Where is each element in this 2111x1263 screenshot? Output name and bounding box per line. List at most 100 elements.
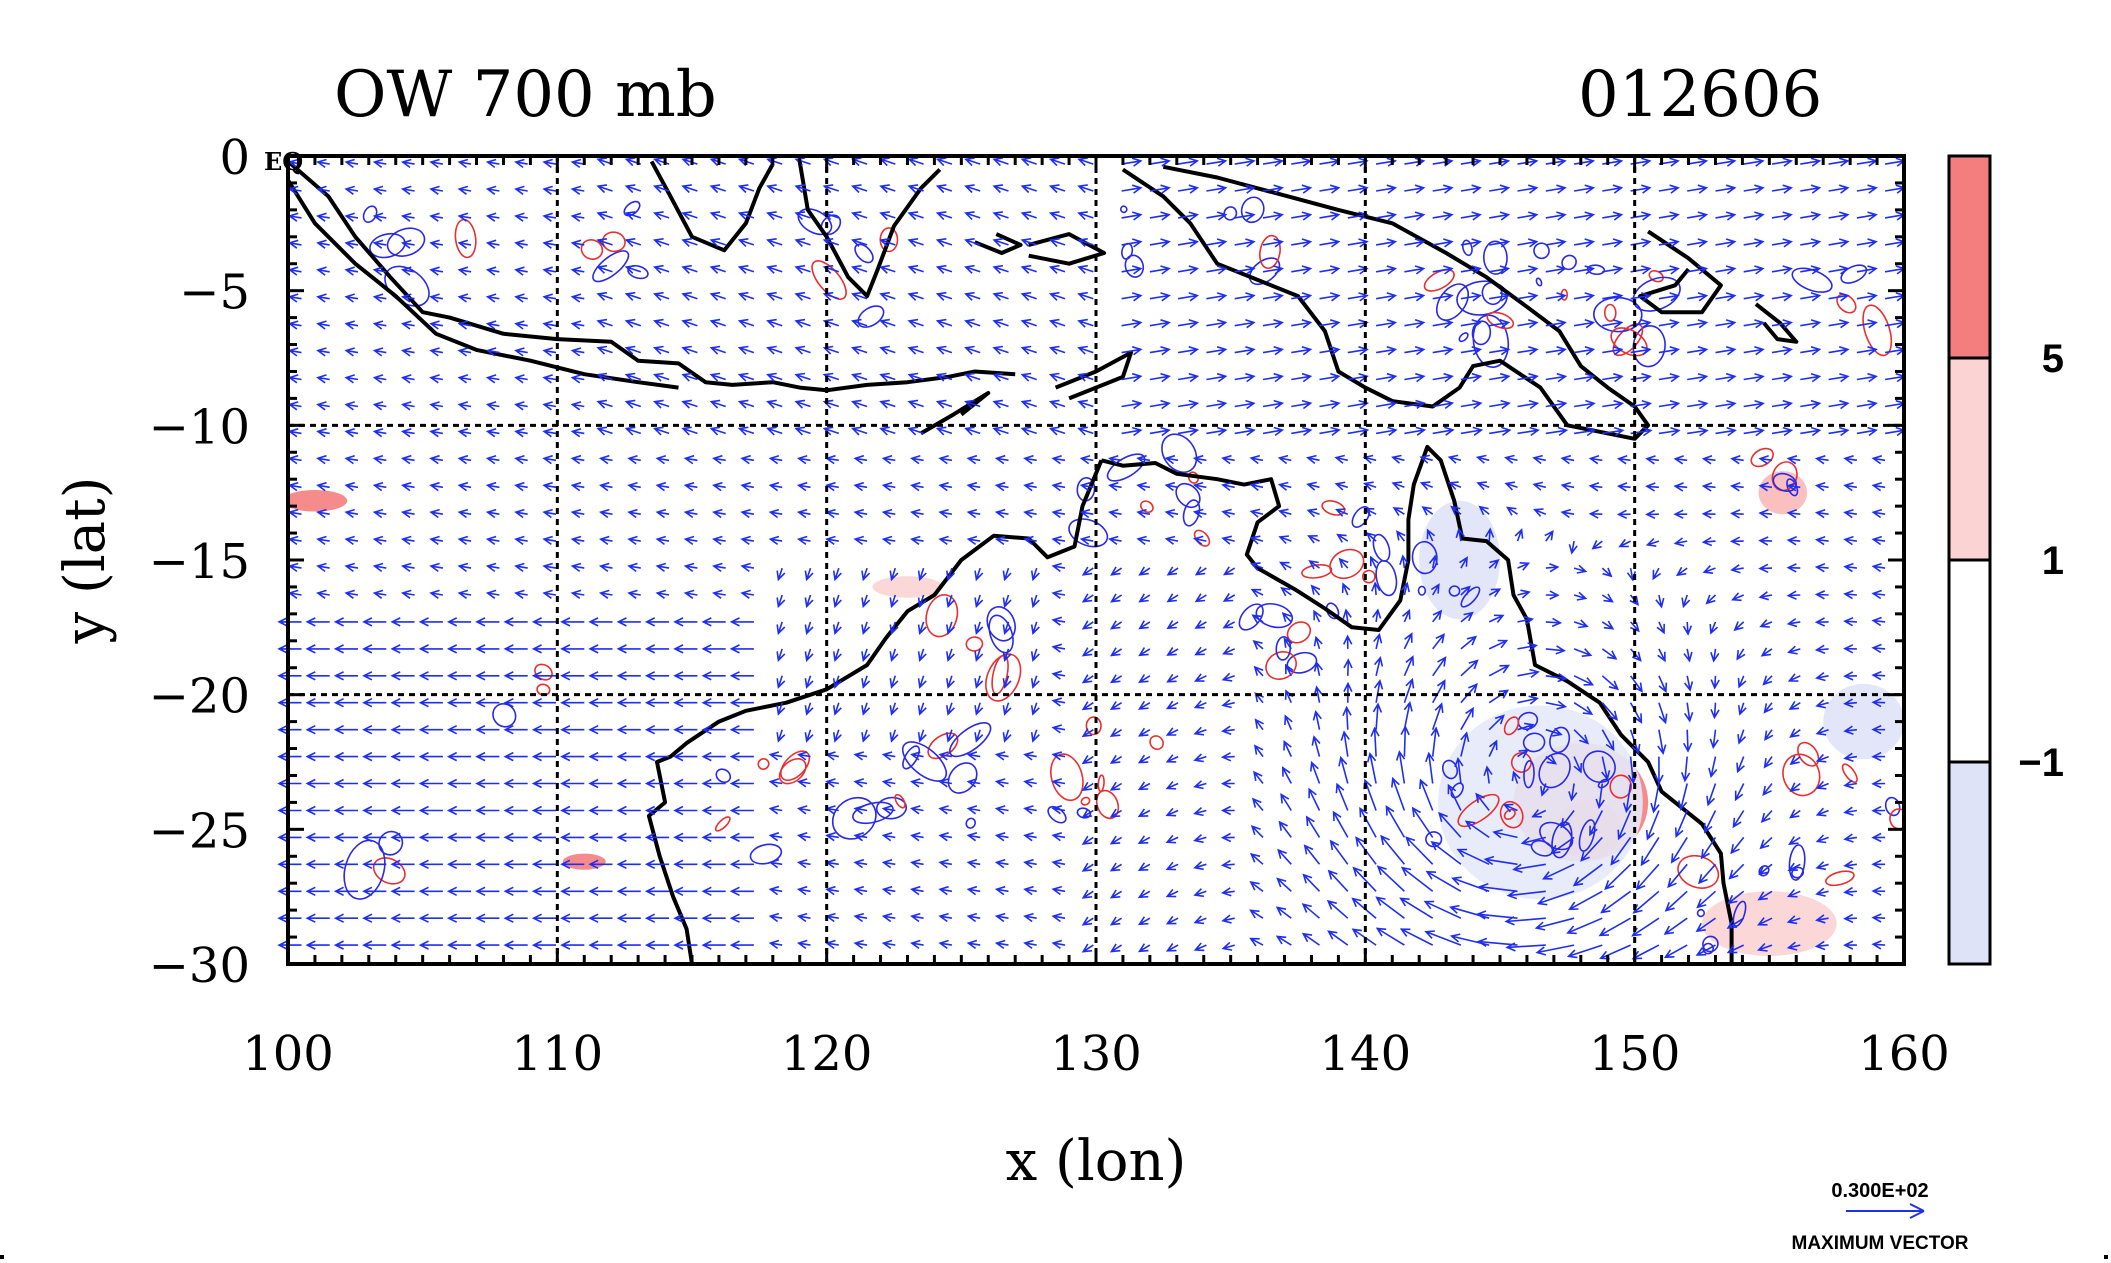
wind-vector [1400,581,1410,596]
wind-vector [768,885,783,896]
wind-vector [701,886,726,897]
wind-vector [889,567,899,582]
wind-vector [616,832,641,843]
wind-vector [1737,729,1747,745]
wind-vector [1566,917,1603,935]
negative-contour [1702,942,1714,955]
wind-vector [709,345,726,355]
wind-vector [616,859,641,870]
wind-vector [1682,621,1693,636]
wind-vector [514,454,528,465]
wind-vector [1338,557,1349,569]
wind-vector [316,374,330,384]
wind-vector [1815,914,1829,924]
wind-vector [804,675,814,689]
wind-vector [1284,663,1294,677]
wind-vector [1743,238,1765,248]
wind-vector [1843,481,1858,492]
wind-vector [531,617,556,627]
ow-shaded-region [1438,705,1643,900]
wind-vector [1291,157,1313,167]
wind-vector [881,778,896,788]
wind-vector [825,751,839,761]
wind-vector [362,913,387,923]
wind-vector [400,589,415,599]
wind-vector [333,832,358,843]
wind-vector [1221,941,1235,951]
negative-contour [1549,726,1571,754]
wind-vector [542,320,557,330]
wind-vector [1280,586,1292,597]
wind-vector [1149,372,1171,383]
wind-vector [1814,940,1829,951]
wind-vector [514,589,528,599]
wind-vector [1121,426,1143,437]
wind-vector [1682,729,1693,753]
wind-vector [673,805,698,816]
wind-vector [1645,810,1660,841]
wind-vector [333,859,358,870]
wind-vector [709,211,726,221]
wind-vector [907,399,924,409]
wind-vector [596,238,613,247]
wind-vector [616,913,641,923]
wind-vector [644,832,670,843]
wind-vector [1023,778,1037,788]
coastline [1121,164,1651,441]
wind-vector [277,671,302,681]
wind-vector [1843,725,1857,735]
wind-vector [825,535,839,546]
wind-vector [1310,584,1321,596]
wind-vector [910,778,924,788]
wind-vector [588,913,613,923]
wind-vector [740,481,755,492]
wind-vector [1327,930,1349,946]
wind-vector [588,697,613,708]
wind-vector [1743,399,1765,410]
wind-vector [400,401,415,411]
wind-vector [1165,915,1179,925]
wind-vector [1166,647,1179,656]
negative-contour [1632,325,1666,368]
wind-vector [316,347,330,357]
wind-vector [1283,739,1293,757]
wind-vector [1165,807,1179,817]
wind-vector [542,293,557,303]
wind-vector [531,697,556,708]
wind-vector [917,594,927,609]
wind-vector [1771,265,1793,275]
wind-vector [1629,675,1643,693]
ow-shaded-region [562,853,606,870]
wind-vector [1856,346,1878,356]
wind-vector [1343,681,1353,703]
wind-vector [1347,184,1369,194]
wind-vector [935,291,953,301]
wind-vector [938,912,953,923]
wind-vector [418,697,443,708]
wind-vector [1595,783,1605,810]
wind-vector [1365,532,1377,542]
wind-vector [1535,944,1575,956]
wind-vector [992,426,1009,436]
wind-vector [1030,621,1040,635]
wind-vector [992,264,1009,274]
wind-vector [1149,238,1171,248]
positive-contour [780,750,811,782]
wind-vector [362,617,387,627]
wind-vector [776,648,786,663]
wind-vector [1404,399,1426,410]
wind-vector [853,858,868,869]
wind-vector [683,481,698,492]
wind-vector [1871,616,1886,627]
positive-contour [1862,304,1893,357]
positive-contour [1648,269,1664,283]
wind-vector [1177,372,1200,383]
wind-vector [935,184,953,194]
positive-contour [1265,651,1297,680]
negative-contour [1758,865,1770,877]
wind-vector [1020,184,1037,194]
wind-vector [1828,319,1850,329]
wind-vector [446,859,472,870]
negative-contour [988,614,1014,654]
wind-vector [796,481,811,492]
